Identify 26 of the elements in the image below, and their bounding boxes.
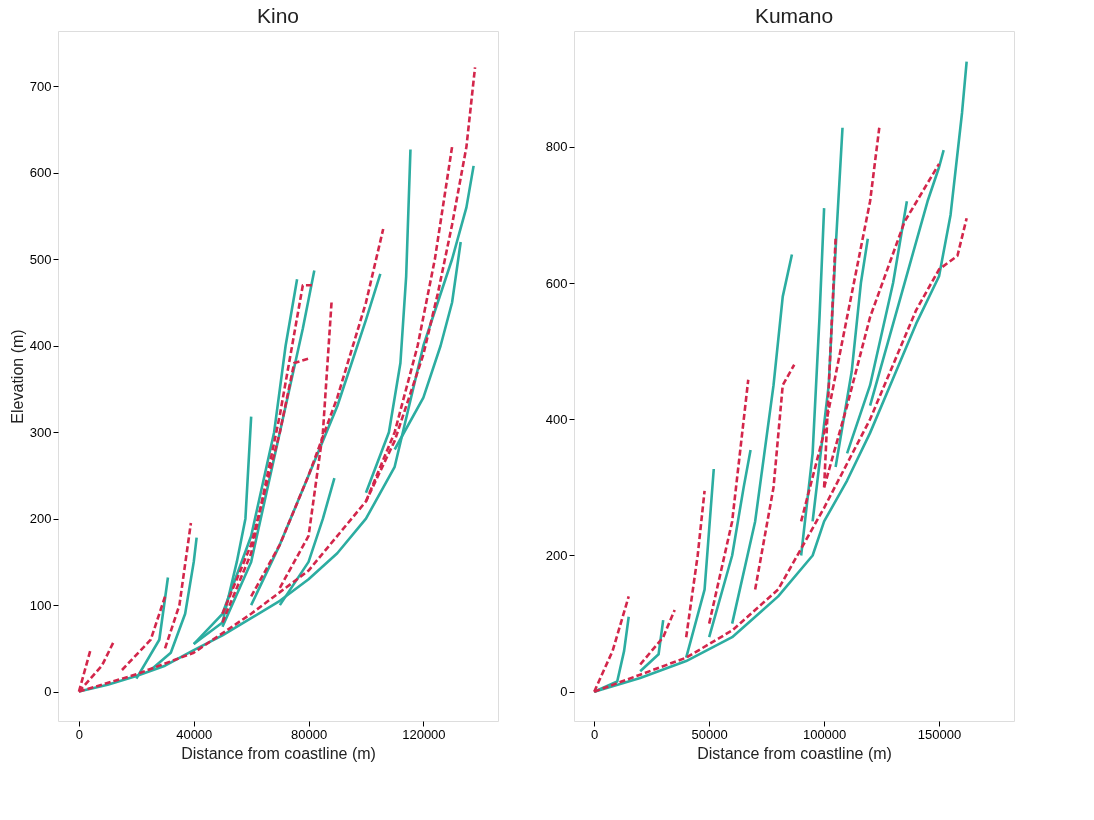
y-tick-label: 200 bbox=[545, 547, 568, 563]
x-axis-title: Distance from coastline (m) bbox=[697, 744, 892, 762]
x-tick-label: 120000 bbox=[402, 726, 446, 742]
x-tick-label: 0 bbox=[75, 726, 84, 742]
x-tick-label: 150000 bbox=[917, 726, 962, 742]
y-tick-label: 0 bbox=[560, 684, 568, 700]
y-tick-label: 500 bbox=[29, 251, 52, 267]
y-tick-label: 100 bbox=[29, 597, 52, 613]
y-tick-label: 0 bbox=[44, 684, 52, 700]
x-tick-label: 80000 bbox=[290, 726, 328, 742]
y-tick-label: 600 bbox=[545, 275, 568, 291]
y-tick-label: 300 bbox=[29, 424, 52, 440]
y-tick-label: 200 bbox=[29, 511, 52, 527]
x-tick-label: 0 bbox=[591, 726, 599, 742]
y-tick-label: 700 bbox=[29, 78, 52, 94]
x-tick-label: 40000 bbox=[176, 726, 213, 742]
y-tick-label: 600 bbox=[29, 165, 52, 181]
y-axis-title: Elevation (m) bbox=[8, 329, 26, 424]
x-tick-label: 100000 bbox=[802, 726, 847, 742]
chart-title: Kino bbox=[256, 4, 300, 27]
y-tick-label: 400 bbox=[545, 411, 568, 427]
y-tick-label: 400 bbox=[29, 338, 52, 354]
x-axis-title: Distance from coastline (m) bbox=[181, 744, 376, 762]
y-tick-label: 800 bbox=[545, 139, 568, 155]
x-tick-label: 50000 bbox=[691, 726, 728, 742]
chart-title: Kumano bbox=[754, 4, 834, 27]
